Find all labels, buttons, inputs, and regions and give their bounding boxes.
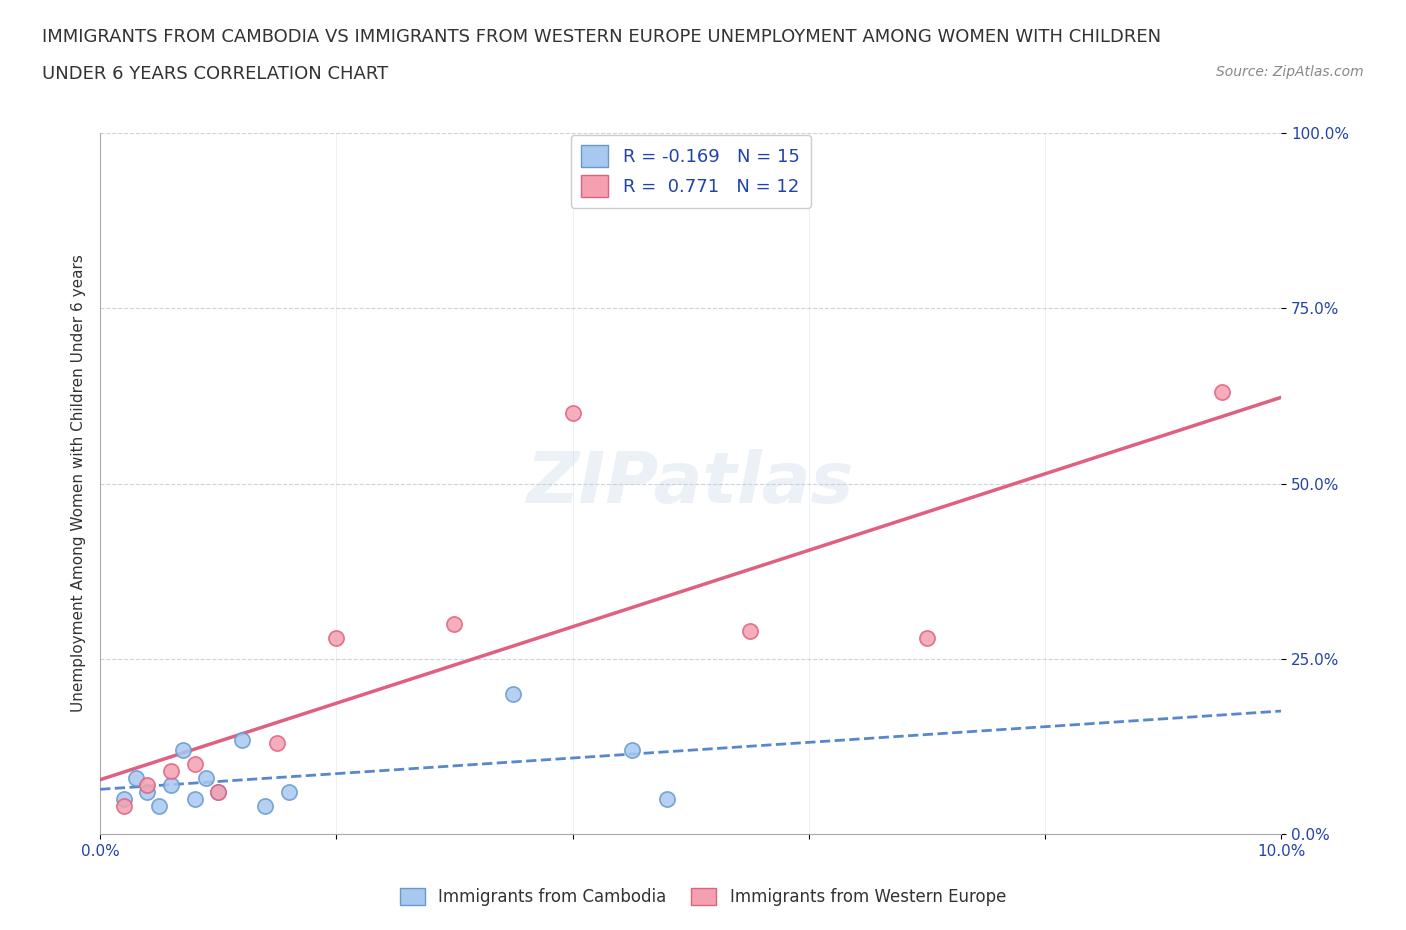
Point [266,736,288,751]
Text: IMMIGRANTS FROM CAMBODIA VS IMMIGRANTS FROM WESTERN EUROPE UNEMPLOYMENT AMONG WO: IMMIGRANTS FROM CAMBODIA VS IMMIGRANTS F… [42,28,1161,46]
Point [254,799,277,814]
Point [655,792,678,807]
Point [207,785,229,800]
Point [620,743,643,758]
Point [443,617,465,631]
Point [207,785,229,800]
Point [136,785,159,800]
Point [738,623,761,638]
Point [112,799,135,814]
Point [231,732,253,747]
Point [136,777,159,792]
Point [112,792,135,807]
Legend: R = -0.169   N = 15, R =  0.771   N = 12: R = -0.169 N = 15, R = 0.771 N = 12 [571,135,811,207]
Point [325,631,347,645]
Point [195,771,218,786]
Point [183,757,205,772]
Point [561,405,583,420]
Point [124,771,146,786]
Point [172,743,194,758]
Y-axis label: Unemployment Among Women with Children Under 6 years: Unemployment Among Women with Children U… [72,255,86,712]
Point [160,764,183,778]
Point [183,792,205,807]
Point [1211,385,1233,400]
Point [502,686,524,701]
Point [915,631,938,645]
Point [148,799,170,814]
Point [278,785,301,800]
Text: Source: ZipAtlas.com: Source: ZipAtlas.com [1216,65,1364,79]
Text: UNDER 6 YEARS CORRELATION CHART: UNDER 6 YEARS CORRELATION CHART [42,65,388,83]
Text: ZIPatlas: ZIPatlas [527,449,855,518]
Point [160,777,183,792]
Legend: Immigrants from Cambodia, Immigrants from Western Europe: Immigrants from Cambodia, Immigrants fro… [394,881,1012,912]
